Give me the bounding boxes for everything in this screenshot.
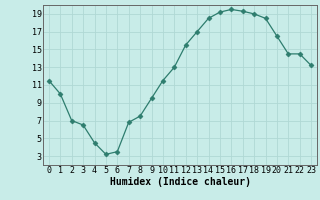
X-axis label: Humidex (Indice chaleur): Humidex (Indice chaleur) — [109, 177, 251, 187]
